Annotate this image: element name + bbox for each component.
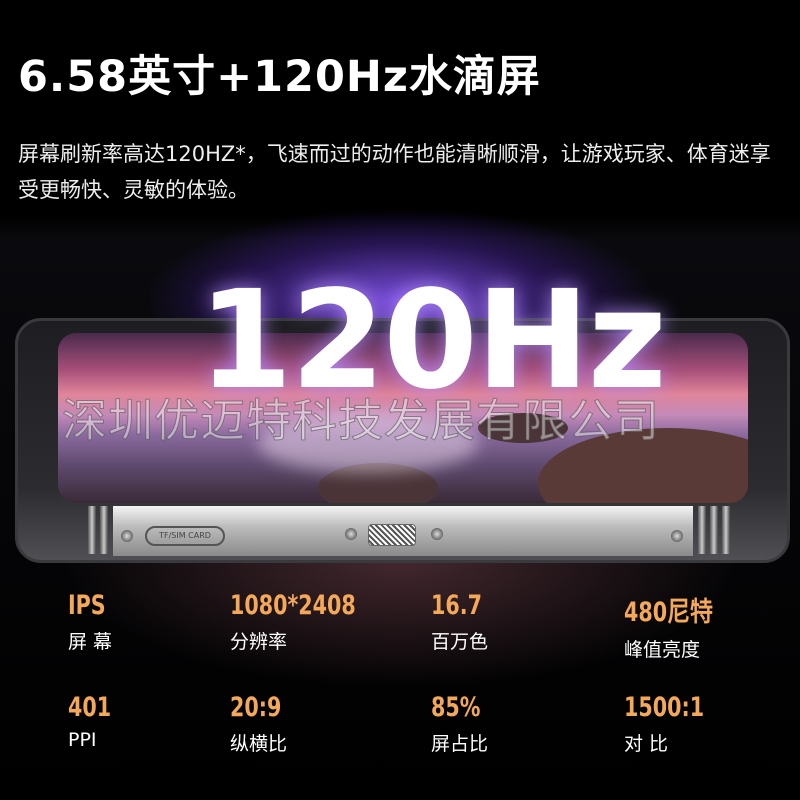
refresh-rate-headline: 120Hz [198,262,667,420]
spec-ppi: 401 PPI [68,692,112,751]
phone-screen [58,333,748,503]
spec-resolution: 1080*2408 分辨率 [230,590,356,653]
spec-screen: IPS 屏 幕 [68,590,113,653]
spec-contrast: 1500:1 对 比 [624,692,705,755]
sim-tray: TF/SIM CARD [145,526,225,546]
description: 屏幕刷新率高达120HZ*，飞速而过的动作也能清晰顺滑，让游戏玩家、体育迷享受更… [18,142,771,202]
spec-colors: 16.7 百万色 [431,590,489,653]
spec-aspect-ratio: 20:9 纵横比 [230,692,288,755]
phone-image: TF/SIM CARD [15,318,790,563]
spec-screen-ratio: 85% 屏占比 [431,692,489,755]
spec-brightness: 480尼特 峰值亮度 [624,597,714,661]
speaker-grill [368,524,416,546]
watermark: 深圳优迈特科技发展有限公司 [61,394,661,448]
page-title: 6.58英寸+120Hz水滴屏 [18,52,541,102]
phone-bottom-frame: TF/SIM CARD [113,506,693,556]
